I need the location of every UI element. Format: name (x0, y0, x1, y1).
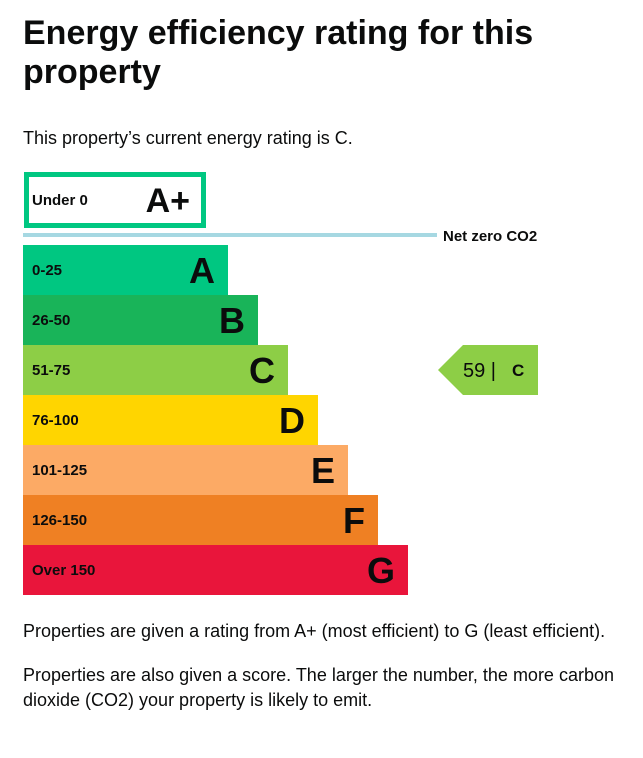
band-b-letter: B (219, 300, 245, 341)
band-g-letter: G (367, 550, 395, 591)
band-a-letter: A (189, 250, 215, 291)
rating-explanation: Properties are given a rating from A+ (m… (23, 621, 606, 641)
band-d-letter: D (279, 400, 305, 441)
band-f-bar (23, 495, 378, 545)
band-d-bar (23, 395, 318, 445)
band-e-letter: E (311, 450, 335, 491)
score-explanation: Properties are also given a score. The l… (23, 665, 614, 710)
band-f-letter: F (343, 500, 365, 541)
band-a-range-label: 0-25 (32, 262, 62, 279)
current-score-label: 59 | (463, 360, 496, 382)
band-c-range-label: 51-75 (32, 362, 70, 379)
band-b-bar (23, 295, 258, 345)
band-c-bar (23, 345, 288, 395)
band-g-bar (23, 545, 408, 595)
band-aplus-letter: A+ (146, 182, 190, 220)
band-aplus-box (24, 172, 206, 228)
current-rating-letter: C (512, 361, 524, 380)
band-b-range-label: 26-50 (32, 312, 70, 329)
band-c-letter: C (249, 350, 275, 391)
band-d-range-label: 76-100 (32, 412, 79, 429)
chart-layer: Under 0 A+ Net zero CO2 0-25 A 26-50 B 51-75 C 76… (23, 172, 538, 595)
current-rating-text: This property’s current energy rating is… (23, 128, 353, 148)
band-a-bar (23, 245, 228, 295)
band-e-range-label: 101-125 (32, 462, 87, 479)
band-f-range-label: 126-150 (32, 512, 87, 529)
page-title: Energy efficiency rating for this proper… (23, 14, 534, 91)
current-rating-marker (438, 345, 538, 395)
net-zero-label: Net zero CO2 (443, 228, 537, 245)
band-e-bar (23, 445, 348, 495)
band-aplus-range-label: Under 0 (32, 192, 88, 209)
band-g-range-label: Over 150 (32, 562, 95, 579)
